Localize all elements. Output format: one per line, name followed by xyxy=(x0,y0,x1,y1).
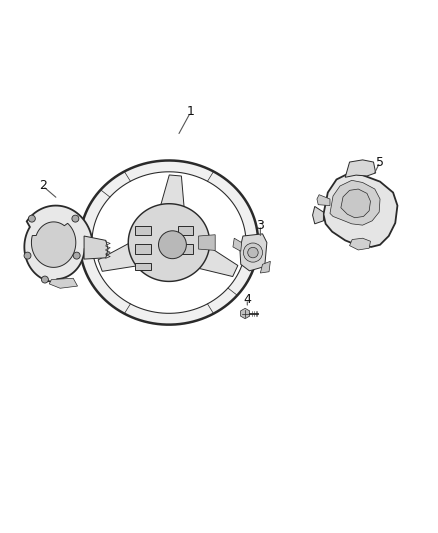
Polygon shape xyxy=(341,189,371,218)
Bar xyxy=(178,225,193,235)
Text: 2: 2 xyxy=(39,180,47,192)
Text: 3: 3 xyxy=(256,219,264,232)
Text: 1: 1 xyxy=(187,106,194,118)
Polygon shape xyxy=(92,172,246,313)
Polygon shape xyxy=(160,175,184,209)
Polygon shape xyxy=(240,308,250,319)
Polygon shape xyxy=(49,278,78,288)
Polygon shape xyxy=(317,195,330,206)
Circle shape xyxy=(28,215,35,222)
Circle shape xyxy=(72,215,79,222)
Polygon shape xyxy=(233,238,242,251)
Circle shape xyxy=(73,252,80,259)
Text: 4: 4 xyxy=(244,293,251,305)
Circle shape xyxy=(159,231,186,259)
Circle shape xyxy=(244,243,262,262)
Polygon shape xyxy=(240,234,267,271)
Polygon shape xyxy=(98,243,138,271)
Polygon shape xyxy=(313,206,323,224)
Polygon shape xyxy=(345,160,376,177)
Polygon shape xyxy=(128,204,210,281)
Polygon shape xyxy=(260,261,270,273)
Bar xyxy=(134,225,151,235)
Polygon shape xyxy=(32,222,76,268)
Polygon shape xyxy=(198,235,215,251)
Circle shape xyxy=(24,252,31,259)
Bar xyxy=(134,244,151,254)
Polygon shape xyxy=(84,236,108,259)
Polygon shape xyxy=(350,238,371,250)
Text: 5: 5 xyxy=(376,156,384,168)
Polygon shape xyxy=(330,180,380,225)
Circle shape xyxy=(42,276,48,283)
Polygon shape xyxy=(80,160,258,325)
Polygon shape xyxy=(198,246,238,277)
Circle shape xyxy=(248,247,258,258)
Polygon shape xyxy=(25,206,93,282)
Bar xyxy=(178,244,193,254)
Bar xyxy=(134,263,151,270)
Polygon shape xyxy=(323,173,397,247)
